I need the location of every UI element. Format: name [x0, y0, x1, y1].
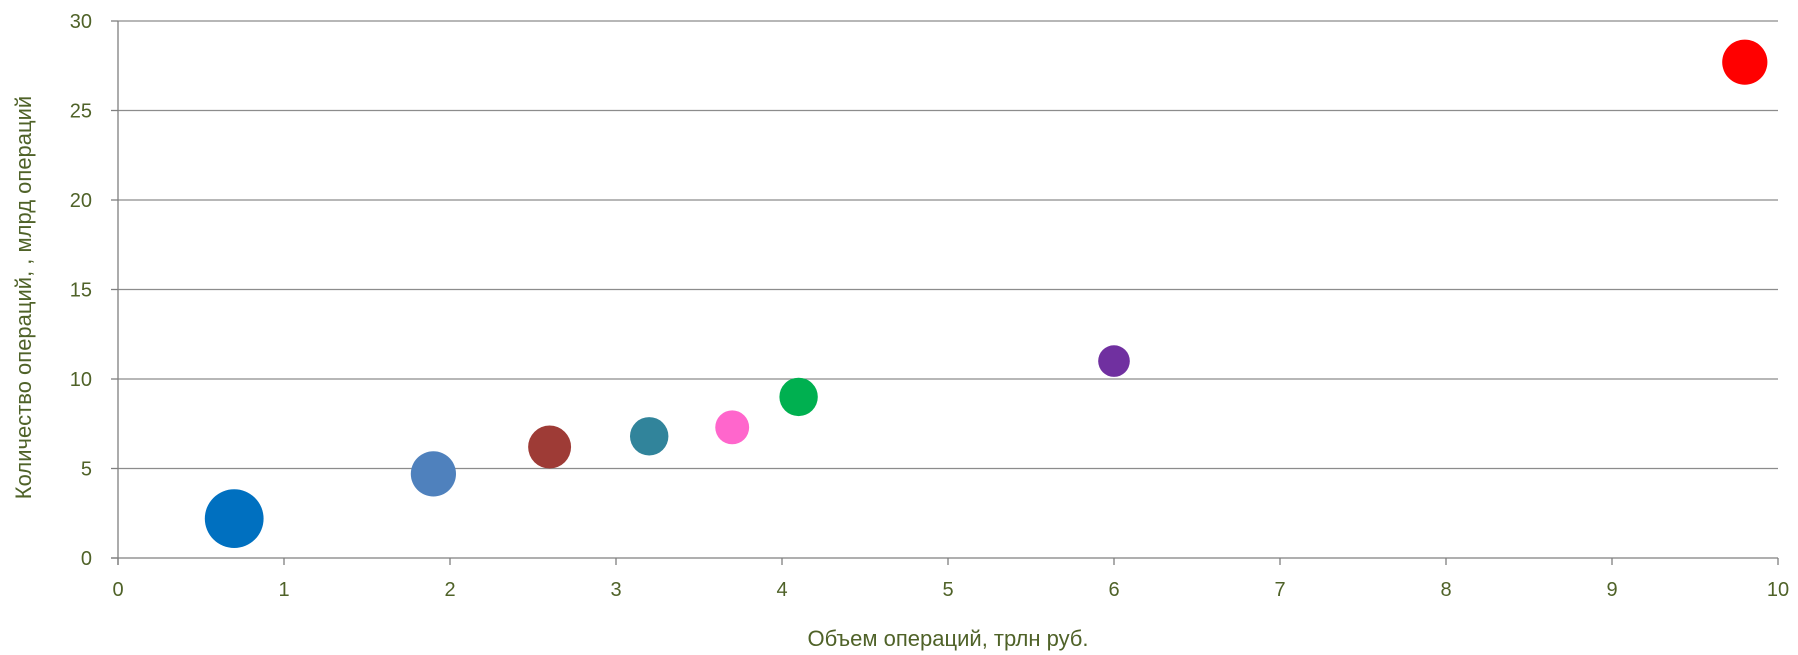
- y-tick-label: 30: [70, 11, 92, 33]
- x-tick-label: 6: [1108, 579, 1119, 601]
- data-point: [779, 377, 818, 417]
- x-tick-label: 3: [610, 579, 621, 601]
- data-point: [528, 425, 572, 469]
- data-points: [204, 39, 1768, 548]
- x-axis-title: Объем операций, трлн руб.: [807, 626, 1088, 651]
- y-tick-label: 15: [70, 280, 92, 302]
- y-axis-title: Количество операций, , млрд операций: [11, 96, 36, 499]
- tick-labels: 0 5 10 15 20 25 30 0 1 2 3 4 5 6 7 8 9 10: [70, 11, 1789, 601]
- x-tick-label: 4: [776, 579, 787, 601]
- data-point: [410, 451, 456, 497]
- x-tick-label: 9: [1606, 579, 1617, 601]
- data-point: [204, 489, 264, 548]
- data-point: [629, 417, 669, 456]
- x-tick-label: 2: [444, 579, 455, 601]
- x-tick-label: 7: [1274, 579, 1285, 601]
- y-tick-label: 0: [81, 548, 92, 570]
- x-tick-label: 1: [278, 579, 289, 601]
- data-point: [715, 410, 750, 445]
- y-tick-label: 20: [70, 190, 92, 212]
- gridlines: [118, 20, 1778, 470]
- axes: [111, 20, 1779, 565]
- x-tick-label: 0: [112, 579, 123, 601]
- y-tick-label: 25: [70, 101, 92, 123]
- x-tick-label: 5: [942, 579, 953, 601]
- x-tick-label: 8: [1440, 579, 1451, 601]
- y-tick-label: 10: [70, 369, 92, 391]
- x-tick-label: 10: [1767, 579, 1789, 601]
- data-point: [1098, 345, 1130, 377]
- y-tick-label: 5: [81, 459, 92, 481]
- data-point: [1722, 39, 1768, 85]
